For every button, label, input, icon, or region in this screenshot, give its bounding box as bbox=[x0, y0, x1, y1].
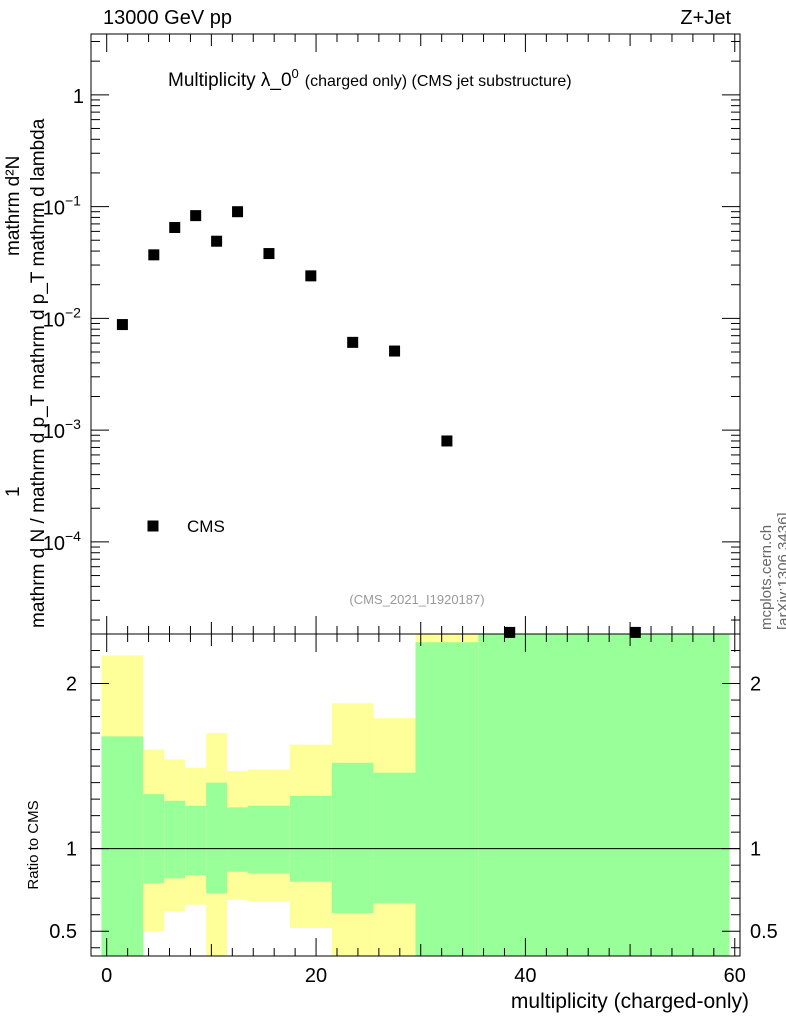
green-band-bin-11 bbox=[478, 634, 730, 956]
green-band-bin-7 bbox=[289, 795, 332, 882]
data-point bbox=[347, 336, 359, 348]
ratio-bands bbox=[101, 634, 730, 956]
data-point bbox=[232, 206, 244, 218]
data-point bbox=[629, 626, 641, 638]
data-point bbox=[504, 626, 516, 638]
main-y-tick-exponent: −1 bbox=[65, 193, 81, 209]
green-band-bin-0 bbox=[101, 736, 144, 956]
data-point bbox=[148, 249, 160, 261]
ratio-frame bbox=[90, 633, 741, 957]
x-axis-label: multiplicity (charged-only) bbox=[511, 990, 749, 1013]
data-point bbox=[441, 435, 453, 447]
ratio-y-tick-label: 1 bbox=[66, 839, 77, 861]
green-band-bin-8 bbox=[331, 762, 374, 914]
data-point bbox=[211, 235, 223, 247]
main-y-tick-exponent: −4 bbox=[65, 528, 81, 544]
main-y-tick-label: 10 bbox=[43, 421, 65, 443]
main-y-tick-exponent: −3 bbox=[65, 416, 81, 432]
ratio-y-tick-label-right: 0.5 bbox=[750, 921, 778, 943]
legend-label-cms: CMS bbox=[187, 517, 225, 536]
green-band-bin-3 bbox=[185, 805, 207, 876]
ratio-y-tick-label: 0.5 bbox=[49, 921, 77, 943]
ratio-ylabel: Ratio to CMS bbox=[25, 800, 42, 889]
main-title: Multiplicity λ_00 (charged only) (CMS jet… bbox=[168, 66, 572, 91]
process-label: Z+Jet bbox=[680, 7, 731, 29]
data-point bbox=[305, 270, 317, 282]
main-title-text: Multiplicity λ_0 bbox=[168, 70, 292, 91]
x-tick-label: 20 bbox=[305, 965, 327, 987]
legend-marker-cms bbox=[147, 520, 159, 532]
main-frame bbox=[90, 33, 741, 635]
main-y-tick-label: 1 bbox=[73, 86, 84, 108]
green-band-bin-10 bbox=[415, 642, 479, 956]
ratio-y-tick-label: 2 bbox=[66, 674, 77, 696]
axes: 110 −110 −210 −310 −40 20 40 600.5 0.51 12 2 bbox=[43, 33, 778, 987]
x-tick-label: 40 bbox=[514, 965, 536, 987]
x-tick-label: 60 bbox=[724, 965, 746, 987]
data-point bbox=[116, 319, 128, 331]
watermark: (CMS_2021_I1920187) bbox=[349, 592, 484, 607]
main-title-rest: (charged only) (CMS jet substructure) bbox=[305, 73, 572, 90]
data-point bbox=[190, 210, 202, 222]
green-band-bin-9 bbox=[373, 772, 416, 904]
data-point bbox=[389, 345, 401, 357]
x-tick-label: 0 bbox=[101, 965, 112, 987]
ratio-y-tick-label-right: 1 bbox=[750, 839, 761, 861]
data-point bbox=[169, 221, 181, 233]
green-band-bin-1 bbox=[143, 794, 165, 884]
main-data-points bbox=[116, 206, 641, 638]
main-title-sup: 0 bbox=[292, 66, 299, 81]
green-band-bin-5 bbox=[227, 807, 249, 872]
green-band-bin-2 bbox=[164, 800, 186, 879]
main-y-tick-label: 10 bbox=[43, 309, 65, 331]
data-point bbox=[263, 248, 275, 260]
ratio-y-tick-label-right: 2 bbox=[750, 674, 761, 696]
green-band-bin-6 bbox=[248, 805, 290, 874]
green-band-bin-4 bbox=[206, 782, 228, 894]
main-y-tick-exponent: −2 bbox=[65, 304, 81, 320]
main-y-tick-label: 10 bbox=[43, 533, 65, 555]
main-y-tick-label: 10 bbox=[43, 198, 65, 220]
energy-label: 13000 GeV pp bbox=[103, 7, 232, 29]
